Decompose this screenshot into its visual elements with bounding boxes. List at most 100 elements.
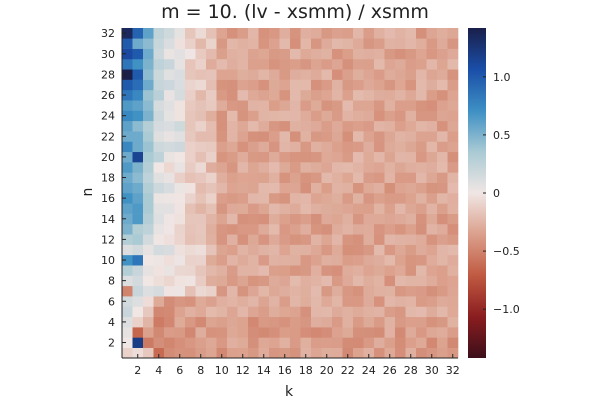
heatmap-cell [258,110,270,122]
heatmap-cell [185,151,196,163]
heatmap-cell [342,265,354,276]
heatmap-cell [363,69,375,80]
heatmap-cell [374,69,385,80]
heatmap-cell [269,296,280,307]
heatmap-cell [342,244,354,256]
heatmap-cell [447,265,459,276]
heatmap-cell [437,182,448,194]
heatmap-cell [384,337,396,348]
heatmap-cell [206,265,217,276]
heatmap-cell [405,38,417,49]
heatmap-cell [164,244,175,256]
y-tick-label: 4 [108,316,115,329]
heatmap-cell [437,172,448,183]
heatmap-cell [405,100,417,111]
heatmap-cell [237,327,249,338]
heatmap-cell [216,275,228,287]
heatmap-cell [153,58,165,70]
colorbar [468,28,486,358]
heatmap-cell [122,234,133,245]
heatmap-cell [416,347,427,359]
heatmap-cell [227,79,238,91]
heatmap-cell [321,79,333,91]
heatmap-cell [311,213,322,225]
x-tick-label: 12 [236,364,250,377]
heatmap-cell [143,193,154,204]
heatmap-cell [195,182,207,194]
heatmap-cell [321,100,333,111]
heatmap-cell [290,162,301,173]
heatmap-cell [321,48,333,60]
heatmap-cell [426,38,438,49]
heatmap-cell [164,316,175,328]
heatmap-cell [269,182,280,194]
heatmap-cell [321,316,333,328]
heatmap-cell [342,203,354,214]
heatmap-cell [321,110,333,122]
heatmap-cell [143,223,154,235]
heatmap-cell [395,79,406,91]
heatmap-cell [248,347,259,359]
heatmap-cell [185,69,196,80]
heatmap-cell [342,213,354,225]
heatmap-cell [290,306,301,318]
heatmap-cell [206,285,217,297]
heatmap-cell [437,213,448,225]
heatmap-cell [237,223,249,235]
heatmap-cell [237,316,249,328]
heatmap-cell [195,316,207,328]
heatmap-cell [122,151,133,163]
heatmap-cell [143,254,154,266]
heatmap-cell [153,69,165,80]
heatmap-cell [269,265,280,276]
heatmap-cell [321,69,333,80]
heatmap-cell [174,162,186,173]
heatmap-cell [290,316,301,328]
heatmap-cell [174,79,186,91]
heatmap-cell [405,28,417,39]
heatmap-cell [279,265,291,276]
heatmap-cell [258,275,270,287]
heatmap-cell [279,172,291,183]
x-tick-label: 16 [278,364,292,377]
heatmap-cell [143,38,154,49]
heatmap-cell [321,254,333,266]
heatmap-cell [416,172,427,183]
heatmap-cell [227,316,238,328]
heatmap-cell [258,38,270,49]
heatmap-cell [227,69,238,80]
heatmap-cell [206,38,217,49]
x-tick-label: 22 [341,364,355,377]
x-tick-label: 6 [176,364,183,377]
heatmap-cell [321,58,333,70]
heatmap-cell [216,327,228,338]
heatmap-cell [416,151,427,163]
heatmap-cell [342,48,354,60]
heatmap-cell [122,48,133,60]
heatmap-cell [384,316,396,328]
heatmap-cell [437,193,448,204]
heatmap-cell [363,162,375,173]
heatmap-cell [332,234,343,245]
heatmap-cell [258,223,270,235]
heatmap-cell [311,337,322,348]
heatmap-cell [300,151,312,163]
heatmap-cell [206,172,217,183]
heatmap-cell [384,162,396,173]
heatmap-cell [426,89,438,101]
heatmap-cell [153,141,165,153]
heatmap-cell [363,316,375,328]
heatmap-cell [122,296,133,307]
heatmap-cell [321,38,333,49]
heatmap-cell [153,172,165,183]
heatmap-cell [374,265,385,276]
heatmap-cell [363,38,375,49]
heatmap-cell [279,203,291,214]
heatmap-cell [405,89,417,101]
heatmap-cell [122,265,133,276]
heatmap-cell [153,213,165,225]
heatmap-cell [279,58,291,70]
heatmap-cell [269,316,280,328]
heatmap-cell [437,58,448,70]
heatmap-cell [258,182,270,194]
